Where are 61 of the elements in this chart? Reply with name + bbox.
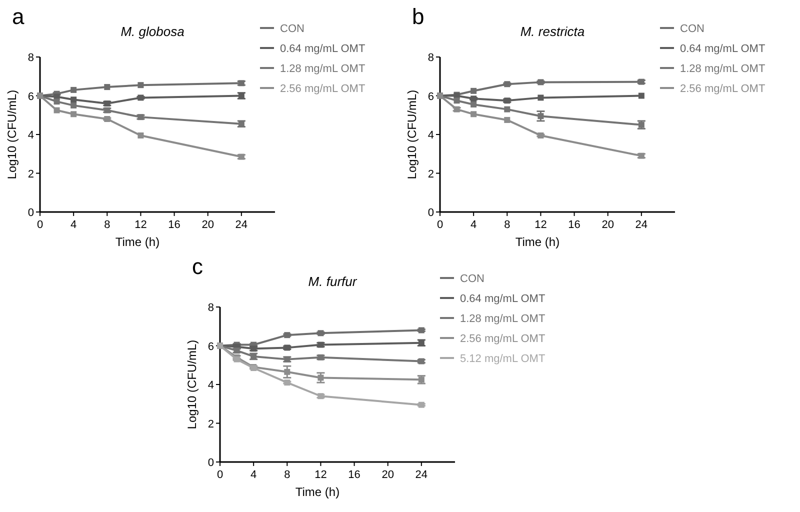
text: b (412, 4, 424, 29)
chart-title: M. furfur (308, 274, 358, 289)
chart-title: M. restricta (520, 24, 585, 39)
legend-label: 2.56 mg/mL OMT (280, 83, 366, 95)
x-tick-label: 0 (436, 219, 444, 231)
x-tick-label: 16 (568, 219, 580, 231)
legend-label: 0.64 mg/mL OMT (280, 43, 366, 55)
legend-label: 2.56 mg/mL OMT (680, 83, 766, 95)
x-tick-label: 20 (602, 219, 614, 231)
x-tick-label: 0 (36, 219, 44, 231)
y-tick-label: 4 (428, 130, 434, 142)
y-tick-label: 0 (208, 457, 214, 469)
x-tick-label: 12 (314, 469, 327, 481)
x-tick-label: 8 (504, 219, 510, 231)
y-axis-title: Log10 (CFU/mL) (405, 90, 419, 180)
x-tick-label: 0 (216, 469, 224, 481)
y-tick-label: 0 (428, 207, 434, 219)
y-tick-label: 2 (28, 168, 34, 180)
legend-label: 1.28 mg/mL OMT (280, 63, 366, 75)
x-tick-label: 24 (635, 219, 648, 231)
x-tick-label: 16 (168, 219, 180, 231)
legend-label: 1.28 mg/mL OMT (460, 313, 546, 325)
legend-label: 0.64 mg/mL OMT (460, 293, 546, 305)
y-tick-label: 4 (208, 380, 214, 392)
y-tick-label: 8 (428, 52, 434, 64)
x-tick-label: 8 (284, 469, 290, 481)
x-axis-title: Time (h) (515, 235, 560, 249)
y-tick-label: 0 (28, 207, 34, 219)
x-tick-label: 24 (235, 219, 248, 231)
x-tick-label: 20 (382, 469, 394, 481)
legend-label: 5.12 mg/mL OMT (460, 353, 546, 365)
x-tick-label: 4 (70, 219, 77, 231)
y-axis-title: Log10 (CFU/mL) (185, 340, 199, 430)
x-tick-label: 4 (470, 219, 477, 231)
y-tick-label: 6 (208, 340, 214, 353)
text: c (192, 254, 203, 279)
y-tick-label: 4 (28, 130, 34, 142)
chart-title: M. globosa (120, 24, 184, 39)
x-tick-label: 20 (202, 219, 214, 231)
legend-label: CON (460, 273, 484, 285)
y-tick-label: 2 (428, 168, 434, 180)
y-tick-label: 8 (208, 302, 214, 314)
y-tick-label: 2 (208, 418, 214, 430)
y-tick-label: 8 (28, 52, 34, 64)
legend-label: CON (680, 23, 704, 35)
y-tick-label: 6 (428, 90, 434, 103)
text: a (12, 4, 25, 29)
legend-label: CON (280, 23, 304, 35)
x-tick-label: 8 (104, 219, 110, 231)
legend-label: 0.64 mg/mL OMT (680, 43, 766, 55)
x-tick-label: 12 (534, 219, 547, 231)
x-tick-label: 12 (134, 219, 147, 231)
y-axis-title: Log10 (CFU/mL) (5, 90, 19, 180)
legend-label: 1.28 mg/mL OMT (680, 63, 766, 75)
x-tick-label: 16 (348, 469, 360, 481)
x-axis-title: Time (h) (115, 235, 160, 249)
y-tick-label: 6 (28, 90, 34, 103)
x-tick-label: 4 (250, 469, 257, 481)
x-tick-label: 24 (415, 469, 428, 481)
x-axis-title: Time (h) (295, 485, 340, 499)
legend-label: 2.56 mg/mL OMT (460, 333, 546, 345)
